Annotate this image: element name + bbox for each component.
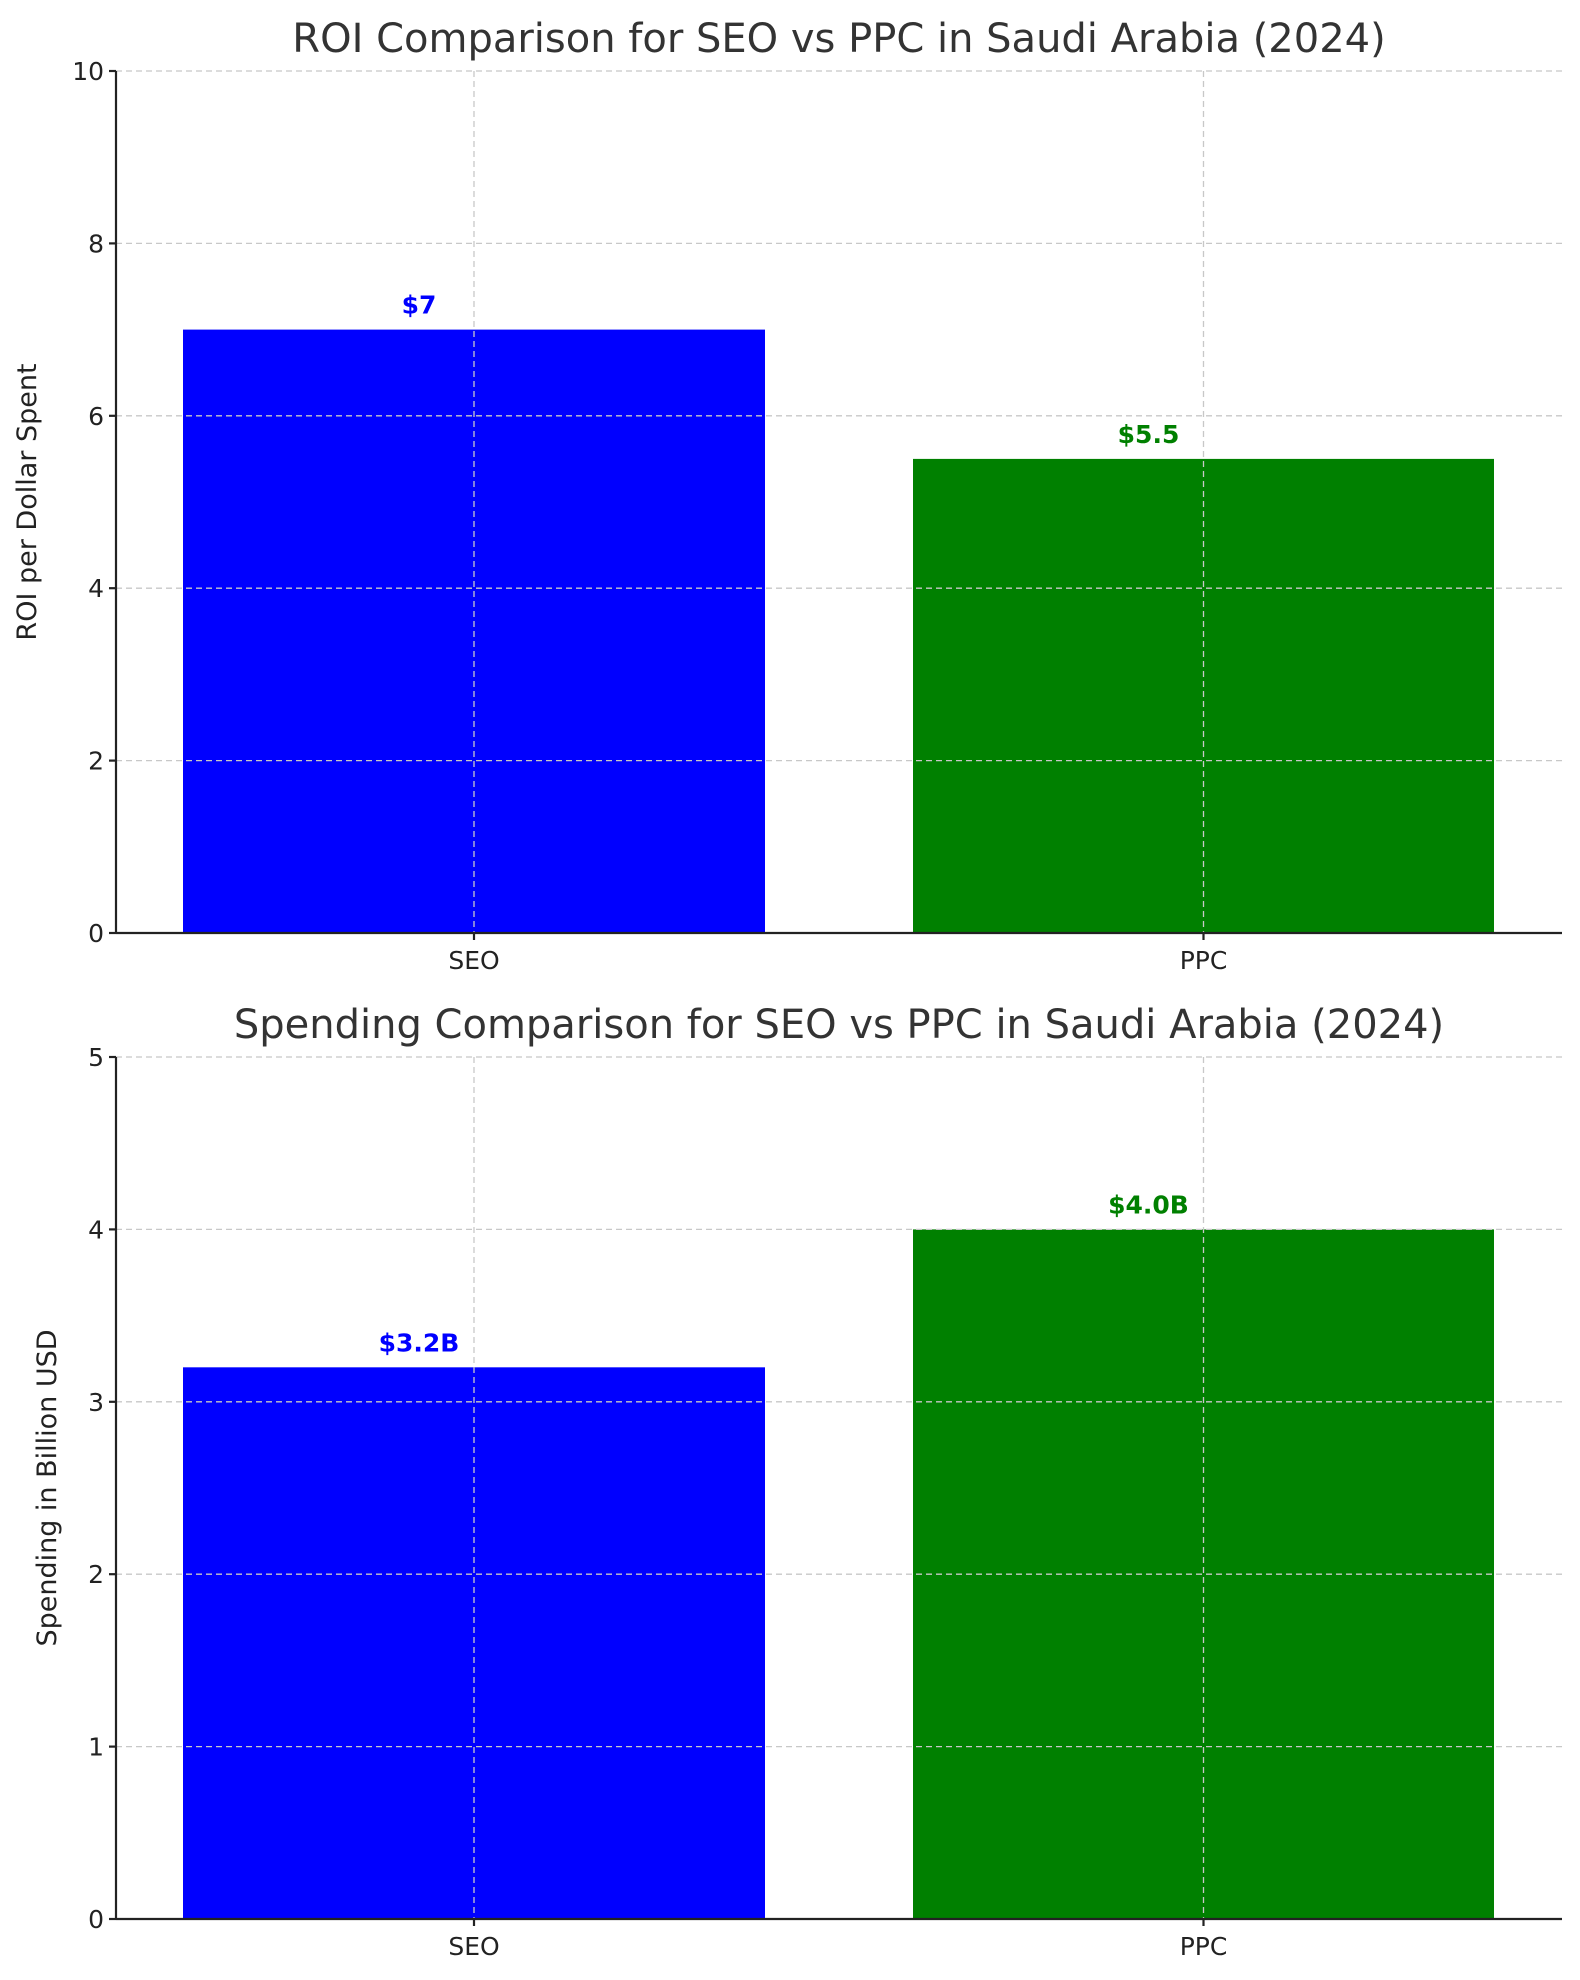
x-tick-label: PPC	[1180, 1932, 1228, 1961]
chart-2: Spending Comparison for SEO vs PPC in Sa…	[32, 1002, 1562, 1961]
data-label: $4.0B	[1108, 1190, 1189, 1219]
y-tick-label: 4	[88, 1215, 104, 1244]
y-tick-label: 5	[88, 1043, 104, 1072]
y-axis-label: Spending in Billion USD	[32, 1329, 63, 1646]
data-label: $7	[402, 291, 437, 320]
x-tick-label: SEO	[448, 946, 499, 975]
y-tick-label: 0	[88, 1905, 104, 1934]
y-tick-label: 1	[88, 1733, 104, 1762]
chart-title: ROI Comparison for SEO vs PPC in Saudi A…	[292, 16, 1385, 62]
y-tick-label: 6	[88, 402, 104, 431]
y-tick-label: 10	[72, 57, 104, 86]
chart-1: ROI Comparison for SEO vs PPC in Saudi A…	[12, 16, 1562, 975]
y-tick-label: 8	[88, 229, 104, 258]
y-tick-label: 4	[88, 574, 104, 603]
chart-title: Spending Comparison for SEO vs PPC in Sa…	[234, 1002, 1444, 1048]
x-tick-label: SEO	[448, 1932, 499, 1961]
y-tick-label: 3	[88, 1388, 104, 1417]
y-axis-label: ROI per Dollar Spent	[12, 363, 43, 640]
data-label: $3.2B	[379, 1328, 460, 1357]
data-label: $5.5	[1118, 420, 1180, 449]
y-tick-label: 2	[88, 1560, 104, 1589]
y-tick-label: 2	[88, 747, 104, 776]
x-tick-label: PPC	[1180, 946, 1228, 975]
y-tick-label: 0	[88, 919, 104, 948]
